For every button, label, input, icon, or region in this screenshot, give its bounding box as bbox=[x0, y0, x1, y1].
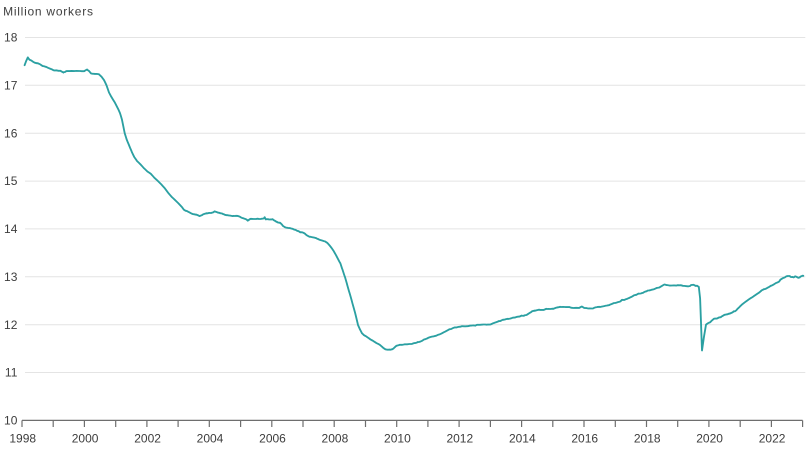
svg-text:2012: 2012 bbox=[446, 431, 473, 445]
svg-text:12: 12 bbox=[4, 318, 18, 332]
svg-text:15: 15 bbox=[4, 174, 18, 188]
svg-text:2004: 2004 bbox=[197, 431, 224, 445]
svg-text:17: 17 bbox=[4, 78, 18, 92]
svg-text:11: 11 bbox=[5, 366, 18, 380]
svg-text:Million workers: Million workers bbox=[3, 5, 94, 19]
svg-text:2002: 2002 bbox=[134, 431, 161, 445]
svg-text:2010: 2010 bbox=[384, 431, 411, 445]
svg-text:16: 16 bbox=[4, 126, 18, 140]
svg-text:2000: 2000 bbox=[72, 431, 99, 445]
svg-text:2022: 2022 bbox=[759, 431, 786, 445]
svg-text:2018: 2018 bbox=[634, 431, 661, 445]
svg-text:2020: 2020 bbox=[696, 431, 723, 445]
svg-text:2016: 2016 bbox=[571, 431, 598, 445]
svg-text:14: 14 bbox=[4, 222, 18, 236]
svg-text:2008: 2008 bbox=[322, 431, 349, 445]
svg-text:13: 13 bbox=[4, 270, 18, 284]
svg-text:2014: 2014 bbox=[509, 431, 536, 445]
svg-text:2006: 2006 bbox=[259, 431, 286, 445]
svg-text:18: 18 bbox=[4, 31, 18, 45]
svg-text:10: 10 bbox=[4, 414, 18, 428]
svg-text:1998: 1998 bbox=[9, 431, 36, 445]
